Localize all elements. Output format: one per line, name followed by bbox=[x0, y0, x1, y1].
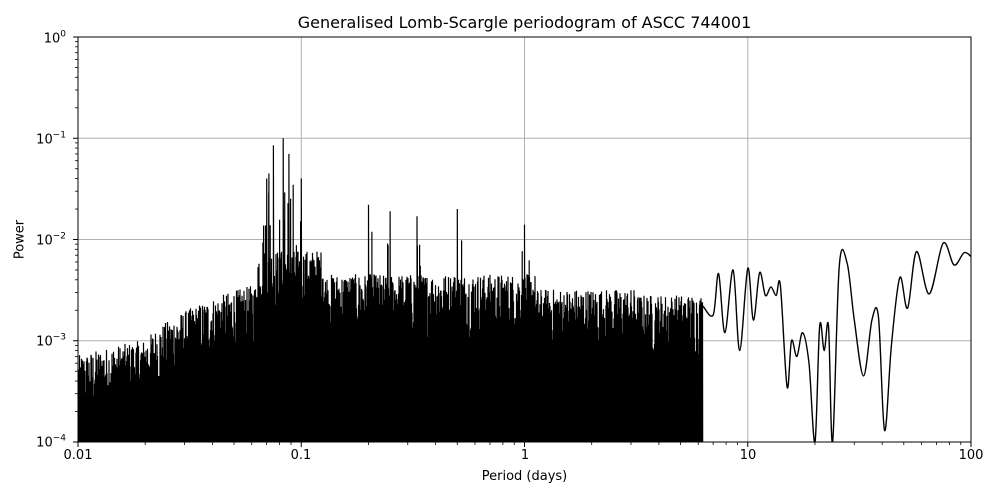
y-tick-label: 10−4 bbox=[36, 433, 66, 451]
y-tick-label: 10−1 bbox=[36, 130, 66, 148]
x-axis-label: Period (days) bbox=[481, 469, 568, 484]
x-tick-label: 1 bbox=[520, 448, 530, 463]
plot-frame bbox=[77, 36, 972, 443]
y-tick-label: 10−2 bbox=[36, 231, 66, 249]
x-tick-label: 0.1 bbox=[290, 448, 312, 463]
axis-ticks bbox=[73, 36, 972, 447]
chart-title: Generalised Lomb-Scargle periodogram of … bbox=[297, 13, 752, 32]
x-tick-label: 100 bbox=[958, 448, 984, 463]
y-tick-label: 100 bbox=[43, 29, 66, 47]
periodogram-noise-region bbox=[78, 138, 704, 442]
periodogram-smooth-curve bbox=[702, 241, 971, 442]
y-axis-label: Power bbox=[12, 219, 28, 260]
y-tick-label: 10−3 bbox=[36, 332, 66, 350]
x-tick-label: 0.01 bbox=[63, 448, 93, 463]
x-tick-label: 10 bbox=[739, 448, 757, 463]
